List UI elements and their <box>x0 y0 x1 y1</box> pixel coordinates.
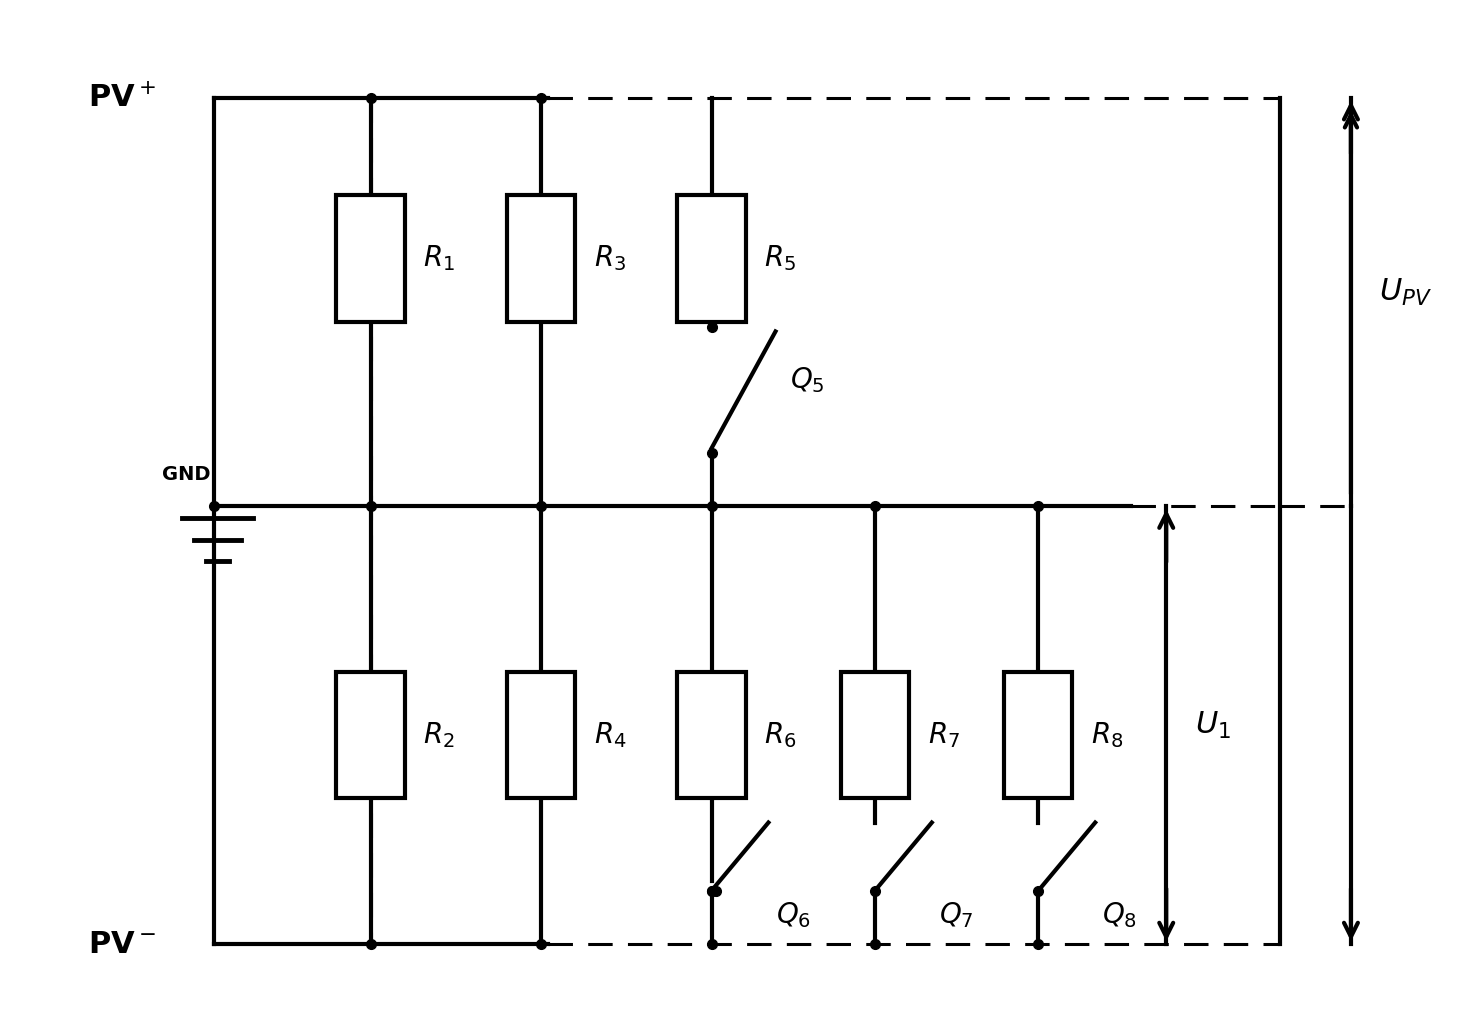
Text: GND: GND <box>161 465 210 484</box>
Text: $R_1$: $R_1$ <box>423 243 454 274</box>
Bar <box>841 672 909 798</box>
Text: $U_1$: $U_1$ <box>1194 710 1230 741</box>
Text: $Q_8$: $Q_8$ <box>1103 900 1137 930</box>
Bar <box>508 196 576 322</box>
Text: PV$^-$: PV$^-$ <box>87 930 155 958</box>
Bar <box>336 672 404 798</box>
Bar <box>678 196 746 322</box>
Bar <box>678 672 746 798</box>
Text: $R_3$: $R_3$ <box>593 243 626 274</box>
Text: $Q_7$: $Q_7$ <box>938 900 974 930</box>
Text: $Q_6$: $Q_6$ <box>776 900 811 930</box>
Text: $U_{PV}$: $U_{PV}$ <box>1379 277 1433 308</box>
Bar <box>1005 672 1073 798</box>
Bar <box>336 196 404 322</box>
Text: $R_2$: $R_2$ <box>423 720 454 750</box>
Bar <box>508 672 576 798</box>
Text: $Q_5$: $Q_5$ <box>790 365 824 395</box>
Text: PV$^+$: PV$^+$ <box>87 83 155 112</box>
Text: $R_4$: $R_4$ <box>593 720 626 750</box>
Text: $R_7$: $R_7$ <box>928 720 959 750</box>
Text: $R_6$: $R_6$ <box>764 720 796 750</box>
Text: $R_5$: $R_5$ <box>764 243 796 274</box>
Text: $R_8$: $R_8$ <box>1091 720 1123 750</box>
